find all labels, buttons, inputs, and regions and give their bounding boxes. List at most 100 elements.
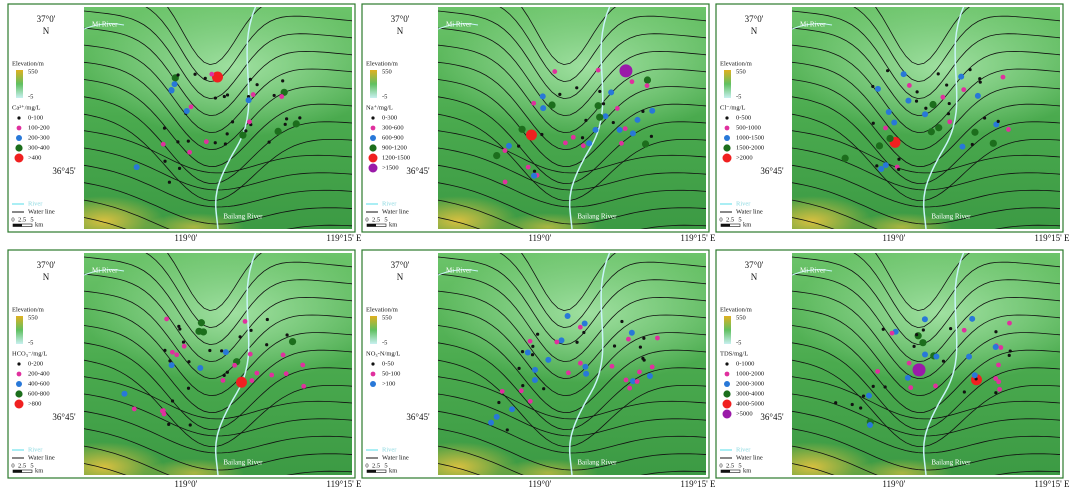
sample-point xyxy=(608,89,615,96)
legend-text: 550 xyxy=(382,314,392,321)
sample-point xyxy=(265,343,269,347)
sample-point xyxy=(891,119,898,126)
contour-line xyxy=(875,7,970,66)
legend-symbol xyxy=(16,371,22,377)
sample-point xyxy=(623,377,629,383)
sample-point xyxy=(208,348,212,353)
legend-text: 0-300 xyxy=(382,114,397,121)
north-label: N xyxy=(397,272,404,282)
sample-point xyxy=(509,406,516,413)
legend-text: 200-300 xyxy=(28,134,50,141)
sample-point xyxy=(520,350,525,354)
sample-point xyxy=(232,362,238,368)
sample-point xyxy=(162,126,167,130)
sample-point xyxy=(584,118,588,122)
map-panel: Mi River Bailang River 37°0' N 36°45' 119°0' 1… xyxy=(715,3,1070,243)
elevation-bar xyxy=(370,316,377,344)
legend-text: River xyxy=(28,200,43,207)
river-line xyxy=(438,269,479,276)
sample-point xyxy=(197,319,205,327)
legend-text: 4000-5000 xyxy=(736,400,764,407)
scale-label: 5 xyxy=(384,216,387,223)
contour-line xyxy=(84,325,352,414)
sample-point xyxy=(649,107,656,114)
legend-text: 0-100 xyxy=(28,114,43,121)
legend-title: Elevation/m xyxy=(12,60,44,67)
scale-label: 5 xyxy=(738,462,741,469)
sample-point xyxy=(285,333,289,337)
sample-point xyxy=(921,328,925,332)
legend-text: >2000 xyxy=(736,154,753,161)
legend-text: 550 xyxy=(382,68,392,75)
legend-text: 0-50 xyxy=(382,360,394,367)
latitude-label: 37°0' xyxy=(37,14,56,24)
sample-point xyxy=(941,359,946,363)
latitude-label: 36°45' xyxy=(760,412,784,422)
legend-text: 550 xyxy=(28,68,38,75)
legend-symbol xyxy=(723,144,731,152)
contour-line xyxy=(499,253,706,329)
contour-line xyxy=(438,199,706,229)
sample-point xyxy=(167,180,172,184)
contour-line xyxy=(792,463,835,475)
sample-point xyxy=(521,384,525,388)
sample-point xyxy=(629,378,636,385)
sample-point xyxy=(619,64,633,78)
sample-point xyxy=(267,140,271,144)
river-line xyxy=(214,7,257,229)
legend-text: >800 xyxy=(28,400,41,407)
map-panel: Mi River Bailang River 37°0' N 36°45' 119°0' 1… xyxy=(361,3,716,243)
sample-point xyxy=(996,119,1000,123)
sample-point xyxy=(187,360,191,364)
river-label: Bailang River xyxy=(577,213,617,221)
sample-point xyxy=(133,164,140,171)
contour-line xyxy=(84,61,352,151)
sample-point xyxy=(542,387,546,391)
sample-point xyxy=(962,390,966,394)
sample-point xyxy=(525,164,531,170)
legend-text: -5 xyxy=(382,339,387,346)
contour-line xyxy=(792,393,1060,437)
contour-line xyxy=(438,393,706,437)
river-line xyxy=(84,269,125,276)
contour-line xyxy=(84,428,352,471)
sample-point xyxy=(298,116,302,120)
sample-point xyxy=(505,428,509,432)
contour-line xyxy=(84,393,352,437)
plain-area xyxy=(84,7,352,137)
legend-symbol xyxy=(17,362,21,366)
river-label: Mi River xyxy=(800,21,826,29)
sample-point xyxy=(883,385,887,389)
sample-point xyxy=(225,132,229,136)
sample-point xyxy=(922,351,929,358)
sample-point xyxy=(272,93,276,98)
sample-point xyxy=(637,369,642,375)
sample-point xyxy=(1008,349,1012,353)
sample-point xyxy=(580,143,586,149)
legend-text: 0-500 xyxy=(736,114,751,121)
sample-point xyxy=(164,316,170,322)
map-panel: Mi River Bailang River 37°0' N 36°45' 119°0' 1… xyxy=(361,249,716,489)
sample-point xyxy=(235,376,247,388)
river-line xyxy=(84,23,125,30)
contour-line xyxy=(84,256,352,346)
contour-line xyxy=(521,7,616,66)
scale-unit: km xyxy=(743,467,751,474)
river-label: Mi River xyxy=(92,21,118,29)
scale-bar xyxy=(13,470,22,473)
contour-line xyxy=(438,130,706,174)
sample-point xyxy=(255,83,259,87)
sample-point xyxy=(183,108,190,115)
latitude-label: 37°0' xyxy=(745,260,764,270)
sample-point xyxy=(629,130,636,137)
sample-point xyxy=(629,79,635,85)
sample-point xyxy=(575,340,579,344)
latitude-label: 36°45' xyxy=(406,412,430,422)
scale-unit: km xyxy=(35,467,43,474)
sample-point xyxy=(978,80,982,84)
sample-point xyxy=(527,338,533,344)
legend-text: River xyxy=(28,446,43,453)
river-line xyxy=(568,253,611,475)
sample-point xyxy=(248,77,252,81)
sample-point xyxy=(906,360,912,366)
